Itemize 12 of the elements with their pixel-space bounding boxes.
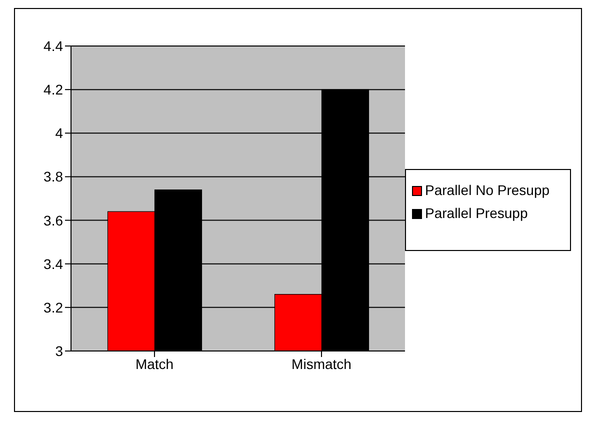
legend-label: Parallel Presupp <box>425 205 528 222</box>
y-tick-label: 3.6 <box>44 212 64 228</box>
legend-label: Parallel No Presupp <box>425 182 550 199</box>
x-tick-label: Mismatch <box>292 356 352 372</box>
y-tick-label: 3.4 <box>44 256 64 272</box>
y-tick-label: 3 <box>55 342 64 359</box>
y-tick-label: 3.8 <box>44 168 64 185</box>
y-tick-label: 4.2 <box>44 82 64 98</box>
y-tick-label: 4.4 <box>44 38 64 54</box>
y-tick-label: 4 <box>55 125 64 142</box>
y-tick-label: 3.2 <box>44 299 64 316</box>
x-tick-label: Match <box>135 356 174 372</box>
